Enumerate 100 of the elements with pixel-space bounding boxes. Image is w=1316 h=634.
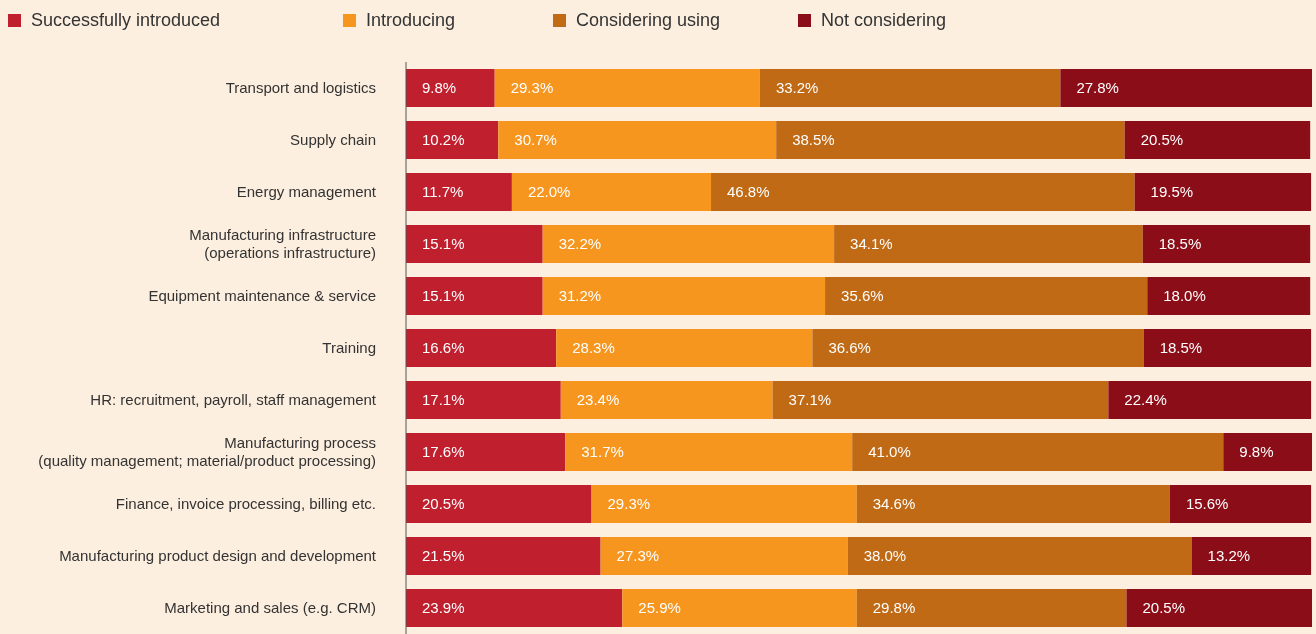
y-tick-label: Training [322,339,376,356]
data-label: 31.7% [581,443,624,461]
data-label: 9.8% [422,79,457,97]
bar [825,277,1148,315]
bar [406,381,561,419]
data-label: 19.5% [1150,183,1194,201]
data-label: 16.6% [422,339,465,357]
bar [622,589,857,627]
data-label: 20.5% [422,495,465,513]
data-label: 34.6% [872,495,916,513]
data-label: 11.7% [422,183,464,201]
data-label: 36.6% [828,339,871,357]
data-label: 31.2% [558,287,602,305]
bar [847,537,1192,575]
data-label: 18.5% [1159,339,1203,357]
bar [1108,381,1312,419]
bar [812,329,1144,367]
bar [1169,485,1312,523]
data-label: 18.0% [1163,287,1206,305]
data-label: 10.2% [422,131,465,149]
y-tick-label: Manufacturing infrastructure (operations infrastructure) [189,226,376,261]
data-label: 34.1% [850,235,893,253]
data-label: 17.6% [422,443,465,461]
data-label: 23.9% [422,599,465,617]
data-label: 25.9% [638,599,681,617]
bar [1142,225,1311,263]
bar [560,381,773,419]
data-label: 15.6% [1185,495,1229,513]
data-label: 18.5% [1158,235,1202,253]
bar [1191,537,1312,575]
data-label: 20.5% [1142,599,1185,617]
data-label: 22.4% [1124,391,1167,409]
legend-label: Not considering [820,10,948,31]
legend-label: Introducing [365,10,457,31]
data-label: 13.2% [1207,547,1251,565]
data-label: 30.7% [514,131,557,149]
legend-label: Considering using [575,10,722,31]
y-tick-label: Energy management [236,183,377,200]
data-label: 20.5% [1140,131,1184,149]
y-tick-label: Transport and logistics [225,79,376,96]
bar [591,485,857,523]
y-tick-label: Manufacturing product design and development [59,547,377,564]
bar [542,277,826,315]
bar [776,121,1125,159]
data-label: 21.5% [422,547,465,565]
bar [498,121,777,159]
bar [834,225,1143,263]
bar [1223,433,1312,471]
bar [406,277,543,315]
bar [600,537,848,575]
data-label: 35.6% [841,287,884,305]
data-label: 29.8% [872,599,916,617]
bar [772,381,1109,419]
y-tick-label: Equipment maintenance & service [148,287,376,304]
data-label: 38.0% [863,547,907,565]
data-label: 32.2% [558,235,602,253]
bar [852,433,1224,471]
bar [556,329,813,367]
y-tick-label: Marketing and sales (e.g. CRM) [164,599,376,616]
bar [856,485,1170,523]
bar [406,121,499,159]
bar [856,589,1127,627]
bar [711,173,1135,211]
data-label: 29.3% [510,79,554,97]
y-tick-label: HR: recruitment, payroll, staff management [90,391,377,408]
bar [1124,121,1311,159]
bar [406,537,601,575]
data-label: 17.1% [422,391,465,409]
bar [1147,277,1311,315]
data-label: 22.0% [527,183,571,201]
bar [1134,173,1312,211]
bar [406,589,623,627]
bar [494,69,760,107]
data-label: 27.3% [616,547,660,565]
bar [406,485,592,523]
data-label: 33.2% [775,79,819,97]
data-label: 38.5% [792,131,835,149]
bar [565,433,853,471]
legend-label: Successfully introduced [30,10,222,31]
bar [759,69,1061,107]
bar [406,433,566,471]
data-label: 9.8% [1239,443,1274,461]
bar [542,225,835,263]
bar [1060,69,1312,107]
data-label: 46.8% [727,183,770,201]
bar [511,173,712,211]
data-label: 28.3% [572,339,615,357]
y-tick-label: Finance, invoice processing, billing etc. [115,495,376,512]
bar [406,225,543,263]
data-label: 41.0% [868,443,911,461]
data-label: 37.1% [788,391,832,409]
y-tick-label: Supply chain [290,131,376,148]
data-label: 15.1% [422,235,465,253]
data-label: 23.4% [576,391,620,409]
bar [406,173,512,211]
data-label: 29.3% [607,495,651,513]
bar [406,69,495,107]
y-tick-label: Manufacturing process (quality management; material/product processing) [38,434,376,469]
bar [1143,329,1312,367]
data-label: 27.8% [1076,79,1119,97]
